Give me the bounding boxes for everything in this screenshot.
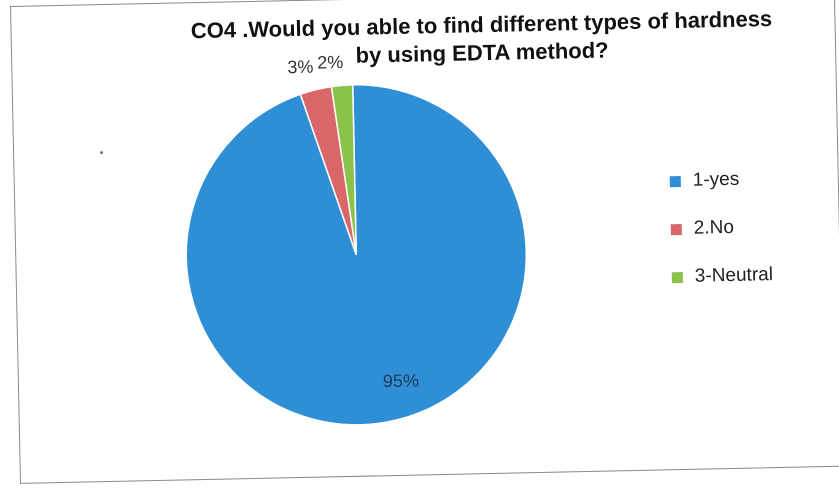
chart-legend: 1-yes 2.No 3-Neutral: [669, 167, 774, 313]
pie-slice-3-neutral: [330, 84, 358, 255]
legend-swatch-3: [671, 271, 683, 283]
legend-item-3: 3-Neutral: [671, 263, 774, 289]
legend-label-2: 2.No: [693, 216, 735, 239]
legend-item-2: 2.No: [670, 215, 773, 241]
legend-label-3: 3-Neutral: [694, 264, 774, 287]
legend-item-1: 1-yes: [669, 167, 772, 193]
legend-swatch-1: [669, 175, 681, 187]
data-label-1: 95%: [383, 371, 419, 392]
chart-frame: CO4 .Would you able to find different ty…: [10, 0, 839, 484]
data-label-2: 3%: [287, 57, 313, 78]
pie-chart: 95% 3% 2%: [185, 52, 528, 426]
legend-label-1: 1-yes: [692, 168, 740, 191]
legend-swatch-2: [670, 223, 682, 235]
data-label-3: 2%: [317, 52, 343, 73]
